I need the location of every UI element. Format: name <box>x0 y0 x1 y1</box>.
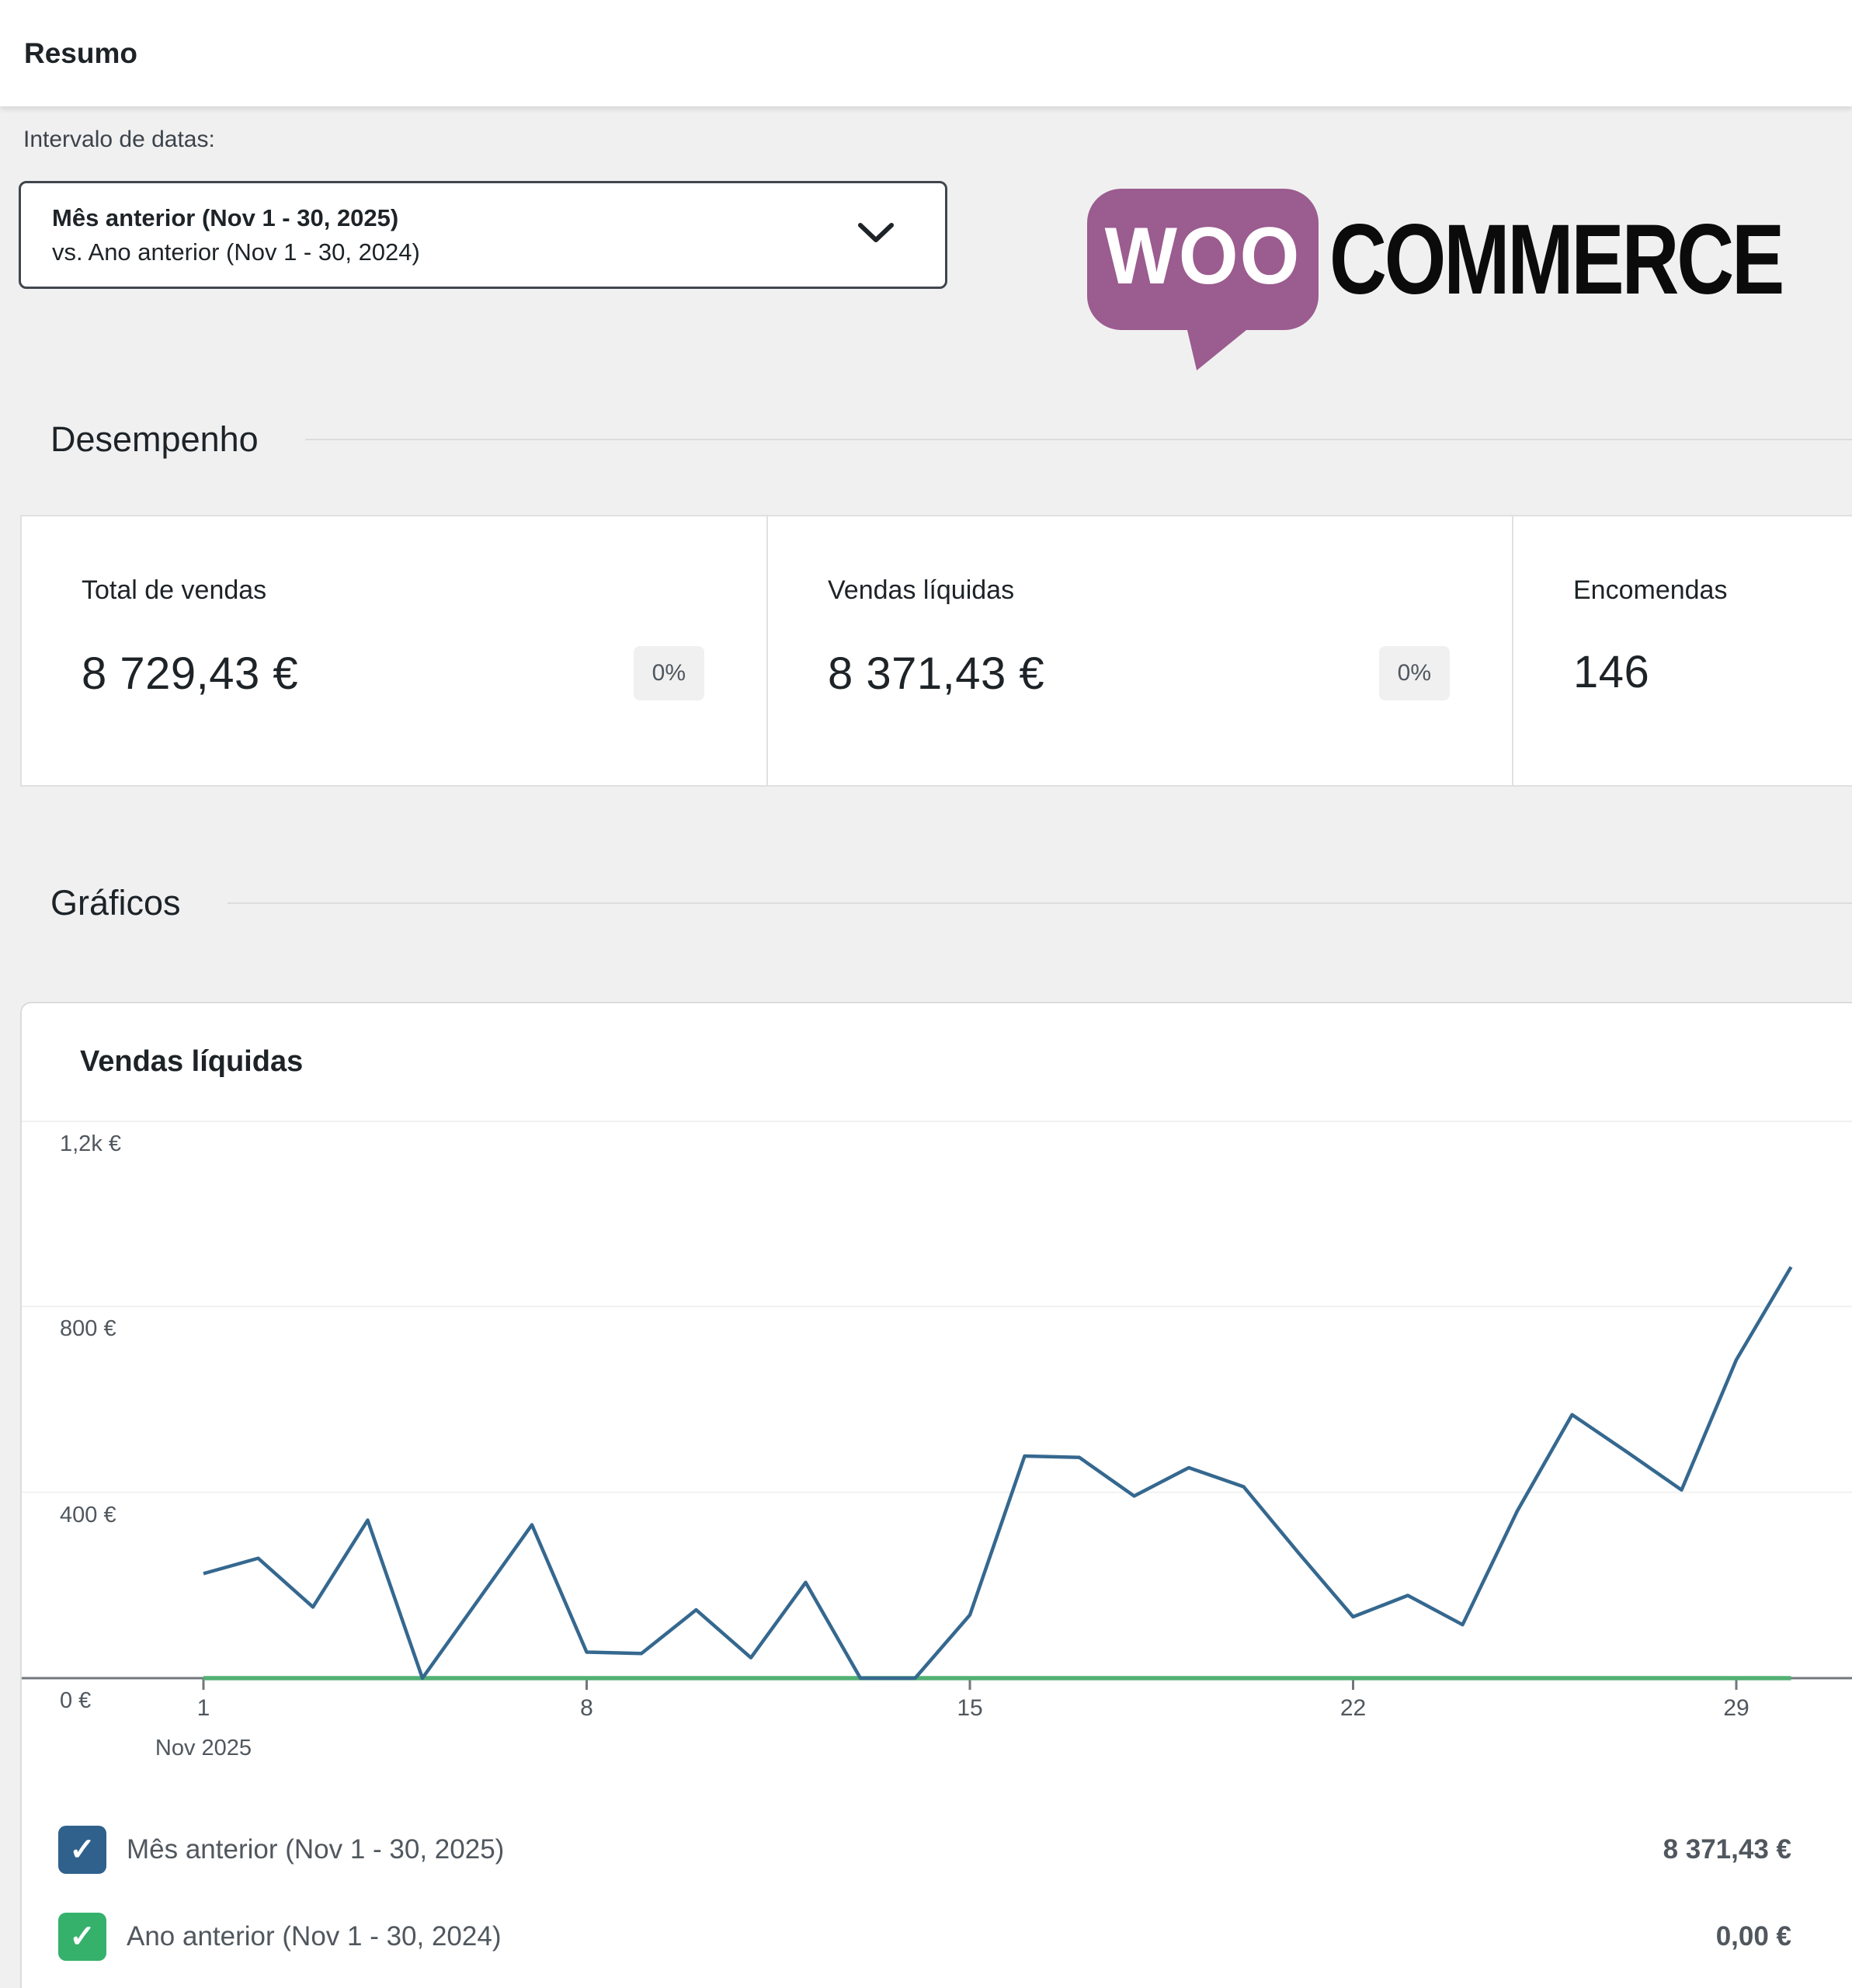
card-net-sales[interactable]: Vendas líquidas 8 371,43 € 0% <box>766 516 1512 785</box>
date-range-label: Intervalo de datas: <box>23 127 215 152</box>
chart-plot-area[interactable]: 0 € 400 € 800 € 1,2k € 1 8 15 22 29 Nov 2025 <box>22 1121 1852 1788</box>
chart-legend: ✓ Mês anterior (Nov 1 - 30, 2025) 8 371,… <box>22 1788 1791 1980</box>
legend-label: Mês anterior (Nov 1 - 30, 2025) <box>127 1834 505 1865</box>
charts-title: Gráficos <box>50 883 181 923</box>
legend-item-current-month[interactable]: ✓ Mês anterior (Nov 1 - 30, 2025) 8 371,… <box>58 1806 1791 1893</box>
performance-section-heading: Desempenho <box>50 419 1852 460</box>
checkbox-checked-icon[interactable]: ✓ <box>58 1913 106 1961</box>
sales-chart-svg <box>22 1121 1852 1690</box>
legend-value: 8 371,43 € <box>1663 1834 1791 1865</box>
card-value: 146 <box>1573 647 1650 697</box>
page-title: Resumo <box>24 36 137 69</box>
legend-item-previous-year[interactable]: ✓ Ano anterior (Nov 1 - 30, 2024) 0,00 € <box>58 1893 1791 1980</box>
top-bar: Resumo <box>0 0 1852 106</box>
card-label: Encomendas <box>1573 575 1728 605</box>
y-axis-tick-label: 0 € <box>60 1688 92 1713</box>
card-value: 8 729,43 € <box>82 648 299 699</box>
change-badge: 0% <box>1378 646 1450 700</box>
change-badge: 0% <box>633 646 704 700</box>
heading-rule <box>304 439 1852 440</box>
date-range-dropdown[interactable]: Mês anterior (Nov 1 - 30, 2025) vs. Ano … <box>19 181 947 289</box>
legend-label: Ano anterior (Nov 1 - 30, 2024) <box>127 1921 502 1952</box>
legend-value: 0,00 € <box>1715 1921 1791 1952</box>
x-axis-tick-label: 1 <box>196 1695 210 1721</box>
chevron-down-icon <box>858 222 894 248</box>
heading-rule <box>227 902 1852 904</box>
woocommerce-logo: WOO COMMERCE <box>1087 189 1852 370</box>
performance-title: Desempenho <box>50 419 259 459</box>
x-axis-tick-label: 22 <box>1339 1695 1367 1721</box>
date-range-dropdown-value: Mês anterior (Nov 1 - 30, 2025) vs. Ano … <box>52 201 420 269</box>
commerce-wordmark: COMMERCE <box>1329 203 1784 315</box>
charts-section-heading: Gráficos <box>50 883 1852 923</box>
x-axis-tick-label: 29 <box>1723 1695 1749 1721</box>
card-total-sales[interactable]: Total de vendas 8 729,43 € 0% <box>22 516 766 785</box>
y-axis-tick-label: 400 € <box>60 1502 116 1527</box>
y-axis-tick-label: 800 € <box>60 1316 116 1342</box>
date-range-primary: Mês anterior (Nov 1 - 30, 2025) <box>52 203 399 231</box>
woo-bubble-icon: WOO <box>1087 189 1319 370</box>
woo-bubble-text: WOO <box>1104 210 1301 301</box>
x-axis-caption: Nov 2025 <box>155 1736 252 1760</box>
summary-cards-row: Total de vendas 8 729,43 € 0% Vendas líq… <box>20 515 1852 787</box>
chart-title: Vendas líquidas <box>80 1045 304 1078</box>
date-range-comparison: vs. Ano anterior (Nov 1 - 30, 2024) <box>52 238 420 266</box>
net-sales-chart-card: Vendas líquidas 0 € 400 € 800 € 1,2k € 1 8 15 2… <box>20 1002 1852 1988</box>
y-axis-tick-label: 1,2k € <box>60 1131 121 1156</box>
card-value: 8 371,43 € <box>828 648 1045 699</box>
checkbox-checked-icon[interactable]: ✓ <box>58 1826 106 1874</box>
card-label: Total de vendas <box>82 575 267 605</box>
x-axis-tick-label: 8 <box>580 1695 593 1721</box>
woo-bubble-tail <box>1187 327 1250 370</box>
card-label: Vendas líquidas <box>828 575 1015 605</box>
card-orders[interactable]: Encomendas 146 <box>1512 516 1852 785</box>
x-axis-tick-label: 15 <box>957 1695 983 1721</box>
